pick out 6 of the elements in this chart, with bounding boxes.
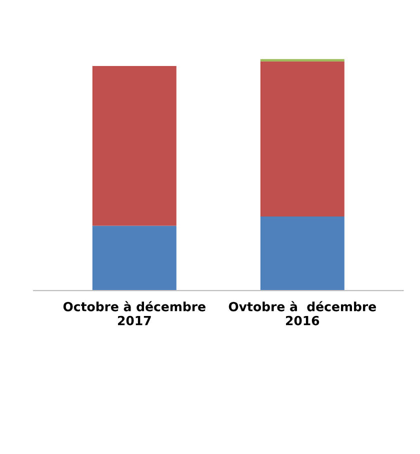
bar (92, 226, 176, 291)
x-tick-label: Ovtobre à décembre 2016 (228, 301, 376, 326)
bar (260, 61, 344, 216)
bar (92, 66, 176, 226)
x-tick-label: Octobre à décembre 2017 (63, 301, 206, 326)
bar (260, 216, 344, 291)
